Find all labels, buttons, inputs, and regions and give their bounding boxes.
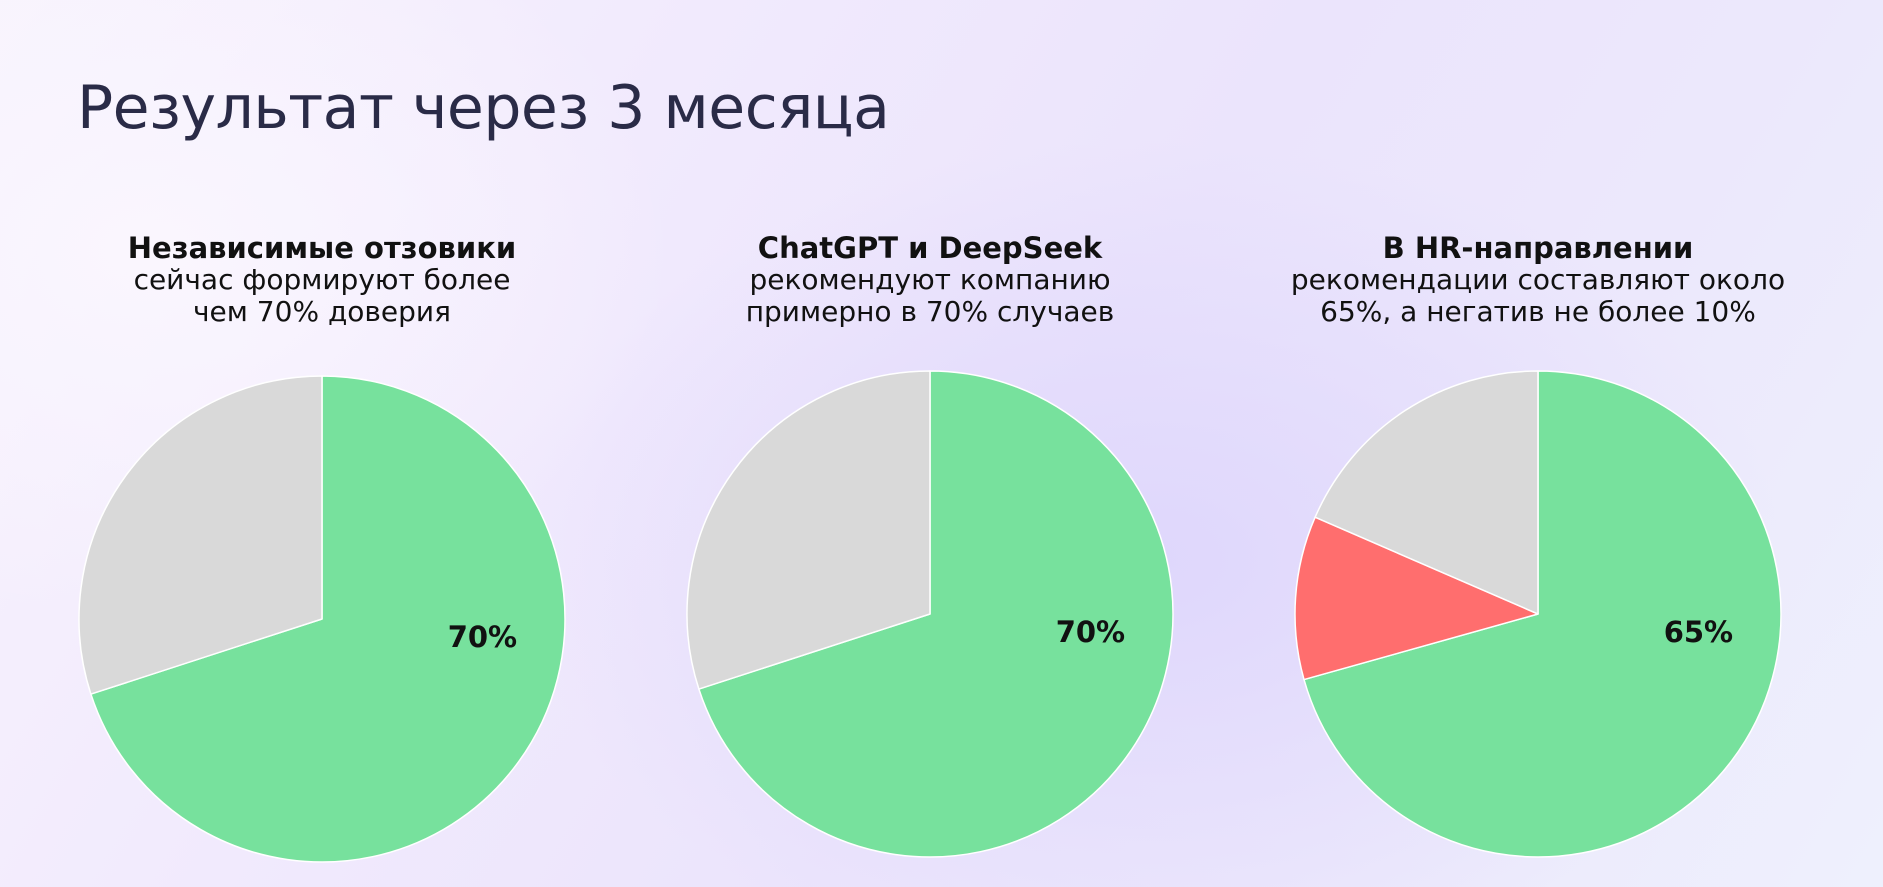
- pie-slice-label: 65%: [1664, 615, 1733, 649]
- caption-line: сейчас формируют более: [133, 263, 511, 296]
- page-title: Результат через 3 месяца: [77, 73, 890, 143]
- pie-slice-label: 70%: [448, 620, 517, 654]
- pie-chart-svg: 70%: [686, 370, 1174, 858]
- pie-slice-0: [90, 375, 566, 863]
- pie-slice-1: [686, 370, 931, 690]
- chart-caption: В HR-направлении рекомендации составляют…: [1258, 232, 1818, 328]
- caption-line: примерно в 70% случаев: [745, 295, 1115, 328]
- caption-line: чем 70% доверия: [193, 295, 451, 328]
- caption-heading: ChatGPT и DeepSeek: [757, 231, 1103, 265]
- pie-chart-hr: В HR-направлении рекомендации составляют…: [1258, 232, 1818, 872]
- pie-slice-1: [1294, 516, 1539, 681]
- chart-caption: ChatGPT и DeepSeek рекомендуют компанию …: [650, 232, 1210, 328]
- pie-slice-2: [1314, 370, 1539, 615]
- caption-line: 65%, а негатив не более 10%: [1320, 295, 1756, 328]
- pie-chart-ai-assistants: ChatGPT и DeepSeek рекомендуют компанию …: [650, 232, 1210, 872]
- caption-heading: Независимые отзовики: [127, 231, 517, 265]
- caption-line: рекомендации составляют около: [1290, 263, 1786, 296]
- pie-slice-0: [698, 370, 1174, 858]
- caption-heading: В HR-направлении: [1382, 231, 1694, 265]
- chart-caption: Независимые отзовики сейчас формируют бо…: [42, 232, 602, 328]
- pie-chart-svg: 70%: [78, 375, 566, 863]
- pie-chart-reviews: Независимые отзовики сейчас формируют бо…: [42, 232, 602, 872]
- pie-slice-label: 70%: [1056, 615, 1125, 649]
- pie-chart-svg: 65%: [1294, 370, 1782, 858]
- caption-line: рекомендуют компанию: [749, 263, 1111, 296]
- pie-slice-0: [1303, 370, 1782, 858]
- pie-slice-1: [78, 375, 323, 695]
